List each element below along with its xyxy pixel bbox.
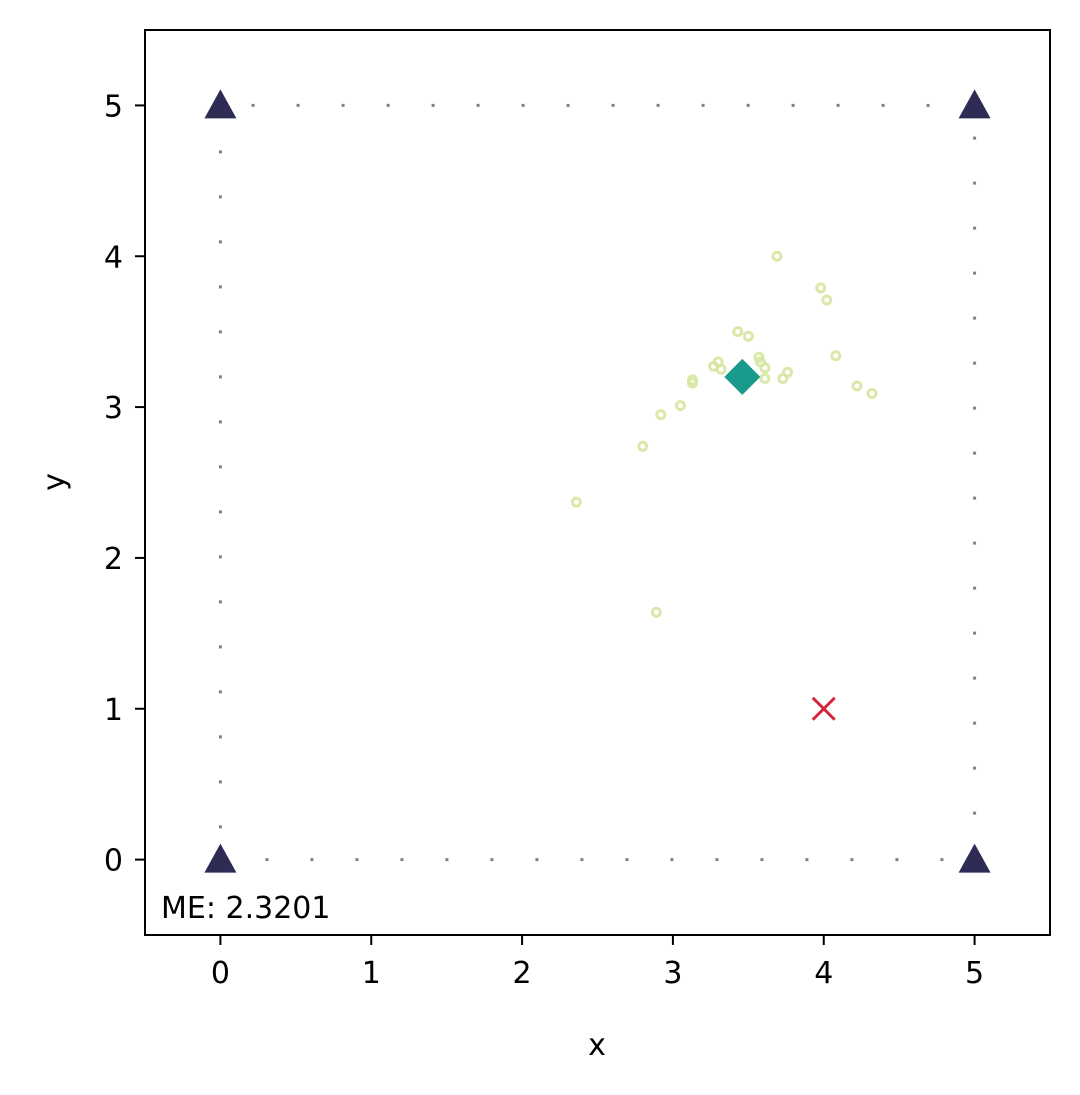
sample-point	[821, 294, 833, 306]
y-axis-label: y	[37, 473, 72, 491]
y-tick-label: 1	[104, 693, 123, 728]
sample-point	[866, 388, 878, 400]
sample-point	[637, 440, 649, 452]
true-position-stroke	[811, 696, 836, 721]
axes-frame	[144, 29, 1051, 936]
true-position-marker	[811, 696, 836, 721]
y-tick-label: 5	[104, 89, 123, 124]
sample-point	[732, 326, 744, 338]
sample-point	[687, 377, 699, 389]
x-tick-label: 3	[663, 956, 682, 991]
estimate-marker	[724, 358, 761, 395]
mean-error-annotation: ME: 2.3201	[161, 891, 330, 926]
sample-point	[815, 282, 827, 294]
anchor-marker	[958, 89, 991, 119]
sample-point	[570, 496, 582, 508]
sample-point	[655, 409, 667, 421]
sample-point	[742, 330, 754, 342]
sample-point	[650, 606, 662, 618]
x-tick-label: 4	[814, 956, 833, 991]
x-tick-label: 1	[362, 956, 381, 991]
y-tick-label: 2	[104, 542, 123, 577]
x-tick-label: 0	[211, 956, 230, 991]
y-tick-label: 4	[104, 240, 123, 275]
x-tick-label: 5	[965, 956, 984, 991]
y-tick-label: 3	[104, 391, 123, 426]
sample-point	[674, 400, 686, 412]
axis-ticks: 0 1 2 3 4 5 0 1 2 3 4 5	[104, 89, 984, 991]
sample-point	[830, 350, 842, 362]
sample-point	[771, 250, 783, 262]
sample-point	[777, 372, 789, 384]
sample-point	[759, 372, 771, 384]
sample-point	[715, 363, 727, 375]
anchor-marker	[204, 89, 237, 119]
plot-area	[204, 89, 991, 873]
sample-point	[851, 380, 863, 392]
y-tick-label: 0	[104, 844, 123, 879]
x-tick-label: 2	[513, 956, 532, 991]
anchor-marker	[204, 843, 237, 873]
x-axis-label: x	[588, 1028, 606, 1063]
sample-point	[759, 362, 771, 374]
anchor-marker	[958, 843, 991, 873]
